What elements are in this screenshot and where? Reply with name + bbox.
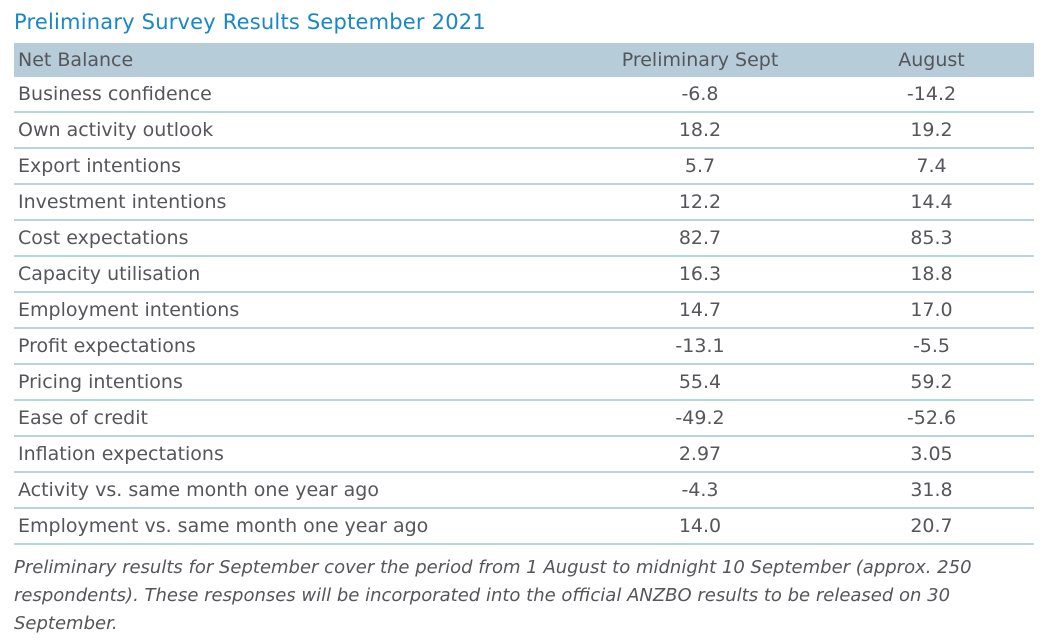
row-prelim-value: 16.3 — [678, 263, 722, 285]
table-row: Business confidence -6.8 -14.2 — [14, 77, 1034, 113]
row-label: Pricing intentions — [18, 371, 183, 393]
table-row: Inflation expectations 2.97 3.05 — [14, 437, 1034, 473]
row-august-value: 85.3 — [910, 227, 953, 249]
row-prelim-value: 55.4 — [678, 371, 722, 393]
table-row: Profit expectations -13.1 -5.5 — [14, 329, 1034, 365]
table-header-row: Net Balance Preliminary Sept August — [14, 43, 1034, 77]
table-row: Own activity outlook 18.2 19.2 — [14, 113, 1034, 149]
row-label: Profit expectations — [18, 335, 196, 357]
row-august-value: 59.2 — [910, 371, 953, 393]
table-row: Cost expectations 82.7 85.3 — [14, 221, 1034, 257]
row-august-value: 17.0 — [910, 299, 953, 321]
row-label: Investment intentions — [18, 191, 227, 213]
row-prelim-value: -6.8 — [681, 83, 719, 105]
column-header-preliminary-sept: Preliminary Sept — [621, 49, 779, 71]
row-label: Capacity utilisation — [18, 263, 201, 285]
row-label: Ease of credit — [18, 407, 148, 429]
row-label: Cost expectations — [18, 227, 189, 249]
footnote-text: Preliminary results for September cover … — [14, 557, 972, 634]
row-label: Employment vs. same month one year ago — [18, 515, 429, 537]
row-label: Activity vs. same month one year ago — [18, 479, 379, 501]
row-august-value: 20.7 — [910, 515, 953, 537]
row-august-value: 14.4 — [910, 191, 953, 213]
row-prelim-value: 18.2 — [678, 119, 722, 141]
row-label: Export intentions — [18, 155, 182, 177]
table-row: Employment vs. same month one year ago 1… — [14, 509, 1034, 545]
table-row: Ease of credit -49.2 -52.6 — [14, 401, 1034, 437]
column-header-net-balance: Net Balance — [18, 49, 134, 71]
results-table: Net Balance Preliminary Sept August Busi… — [14, 43, 1034, 545]
row-august-value: 18.8 — [910, 263, 953, 285]
row-prelim-value: 5.7 — [684, 155, 716, 177]
row-august-value: 7.4 — [916, 155, 947, 177]
row-august-value: -5.5 — [912, 335, 951, 357]
row-prelim-value: 14.0 — [678, 515, 722, 537]
table-row: Employment intentions 14.7 17.0 — [14, 293, 1034, 329]
table-row: Activity vs. same month one year ago -4.… — [14, 473, 1034, 509]
table-row: Capacity utilisation 16.3 18.8 — [14, 257, 1034, 293]
row-august-value: -14.2 — [906, 83, 957, 105]
row-august-value: 31.8 — [910, 479, 953, 501]
table-row: Pricing intentions 55.4 59.2 — [14, 365, 1034, 401]
row-label: Inflation expectations — [18, 443, 224, 465]
survey-results-page: Preliminary Survey Results September 202… — [14, 10, 1034, 634]
row-prelim-value: -4.3 — [681, 479, 719, 501]
row-prelim-value: 82.7 — [678, 227, 722, 249]
row-august-value: 19.2 — [910, 119, 953, 141]
row-august-value: 3.05 — [910, 443, 953, 465]
row-august-value: -52.6 — [906, 407, 957, 429]
column-header-august: August — [898, 49, 965, 71]
table-row: Investment intentions 12.2 14.4 — [14, 185, 1034, 221]
row-prelim-value: 12.2 — [678, 191, 722, 213]
row-prelim-value: 14.7 — [678, 299, 722, 321]
table-row: Export intentions 5.7 7.4 — [14, 149, 1034, 185]
row-prelim-value: 2.97 — [678, 443, 722, 465]
row-prelim-value: -49.2 — [675, 407, 725, 429]
page-title: Preliminary Survey Results September 202… — [14, 10, 486, 34]
row-label: Employment intentions — [18, 299, 240, 321]
row-label: Own activity outlook — [18, 119, 214, 141]
row-prelim-value: -13.1 — [675, 335, 725, 357]
row-label: Business confidence — [18, 83, 212, 105]
